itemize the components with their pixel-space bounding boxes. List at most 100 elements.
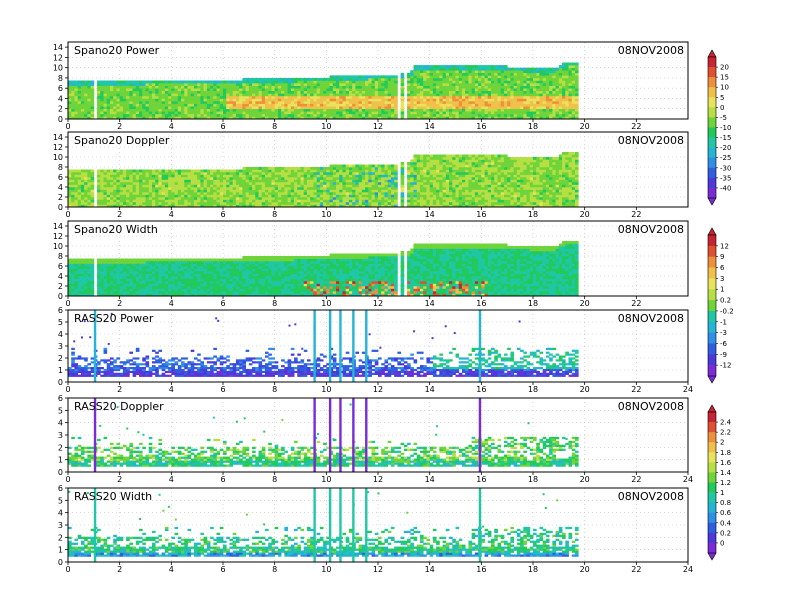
data-cell: [329, 194, 334, 198]
data-cell: [487, 169, 492, 173]
data-cell: [355, 113, 360, 117]
data-cell: [290, 88, 295, 92]
data-cell: [193, 85, 198, 89]
data-cell: [187, 88, 192, 92]
data-cell: [361, 187, 366, 190]
data-cell: [494, 80, 498, 84]
data-cell: [116, 197, 121, 200]
data-cell: [455, 77, 460, 81]
data-cell: [174, 101, 179, 104]
data-cell: [87, 80, 92, 84]
data-cell: [355, 106, 360, 110]
data-cell: [491, 90, 495, 94]
data-cell: [84, 83, 88, 86]
data-cell: [445, 167, 450, 170]
data-cell: [487, 174, 492, 178]
data-cell: [368, 167, 372, 170]
data-cell: [148, 93, 153, 97]
data-cell: [155, 192, 159, 195]
data-cell: [342, 197, 347, 200]
data-cell: [177, 85, 182, 89]
data-cell: [487, 179, 492, 183]
data-cell: [329, 164, 334, 168]
data-cell: [126, 204, 130, 208]
data-cell: [407, 177, 411, 180]
data-cell: [533, 88, 537, 92]
data-cell: [429, 189, 434, 193]
data-cell: [103, 90, 108, 94]
data-cell: [155, 194, 159, 198]
data-cell: [394, 169, 398, 173]
data-cell: [368, 177, 372, 180]
data-cell: [497, 182, 502, 185]
data-cell: [461, 162, 466, 165]
data-cell: [332, 98, 337, 102]
data-cell: [203, 192, 208, 195]
data-cell: [100, 103, 104, 107]
data-cell: [135, 113, 140, 117]
data-cell: [384, 75, 389, 79]
data-cell: [332, 164, 337, 168]
data-cell: [423, 197, 427, 200]
data-cell: [181, 95, 185, 99]
data-cell: [74, 83, 79, 86]
data-cell: [294, 182, 298, 185]
data-cell: [171, 98, 175, 102]
data-cell: [348, 197, 353, 200]
data-cell: [365, 93, 369, 97]
data-cell: [378, 172, 382, 175]
data-cell: [455, 67, 460, 71]
data-cell: [68, 187, 72, 190]
data-cell: [481, 67, 485, 71]
data-cell: [381, 85, 385, 89]
data-cell: [122, 90, 127, 94]
data-cell: [284, 101, 288, 104]
data-cell: [145, 106, 150, 110]
data-cell: [174, 179, 179, 183]
data-cell: [319, 169, 324, 173]
data-cell: [119, 192, 124, 195]
data-cell: [310, 192, 314, 195]
data-cell: [119, 194, 124, 198]
data-cell: [458, 80, 463, 84]
data-cell: [258, 189, 263, 193]
data-cell: [461, 65, 466, 68]
data-cell: [106, 172, 111, 175]
data-cell: [151, 189, 156, 193]
data-cell: [219, 194, 224, 198]
data-cell: [323, 172, 327, 175]
data-cell: [352, 95, 356, 99]
data-cell: [339, 199, 343, 203]
data-cell: [119, 116, 124, 120]
data-cell: [316, 108, 321, 112]
data-cell: [281, 85, 285, 89]
data-cell: [481, 101, 485, 104]
data-cell: [345, 189, 350, 193]
data-cell: [361, 85, 366, 89]
data-cell: [119, 113, 124, 117]
data-cell: [520, 83, 524, 86]
data-cell: [126, 103, 130, 107]
data-cell: [355, 116, 360, 120]
data-cell: [471, 103, 476, 107]
data-cell: [287, 88, 292, 92]
data-cell: [416, 192, 421, 195]
data-cell: [542, 88, 547, 92]
data-cell: [416, 182, 421, 185]
data-cell: [355, 103, 360, 107]
data-cell: [190, 116, 195, 120]
data-cell: [358, 202, 363, 205]
data-cell: [193, 189, 198, 193]
data-cell: [510, 111, 515, 115]
data-cell: [468, 177, 473, 180]
data-cell: [271, 83, 276, 86]
data-cell: [568, 106, 573, 110]
data-cell: [277, 187, 282, 190]
data-cell: [190, 187, 195, 190]
data-cell: [310, 106, 314, 110]
data-cell: [190, 182, 195, 185]
data-cell: [271, 113, 276, 117]
data-cell: [507, 108, 511, 112]
data-cell: [290, 101, 295, 104]
